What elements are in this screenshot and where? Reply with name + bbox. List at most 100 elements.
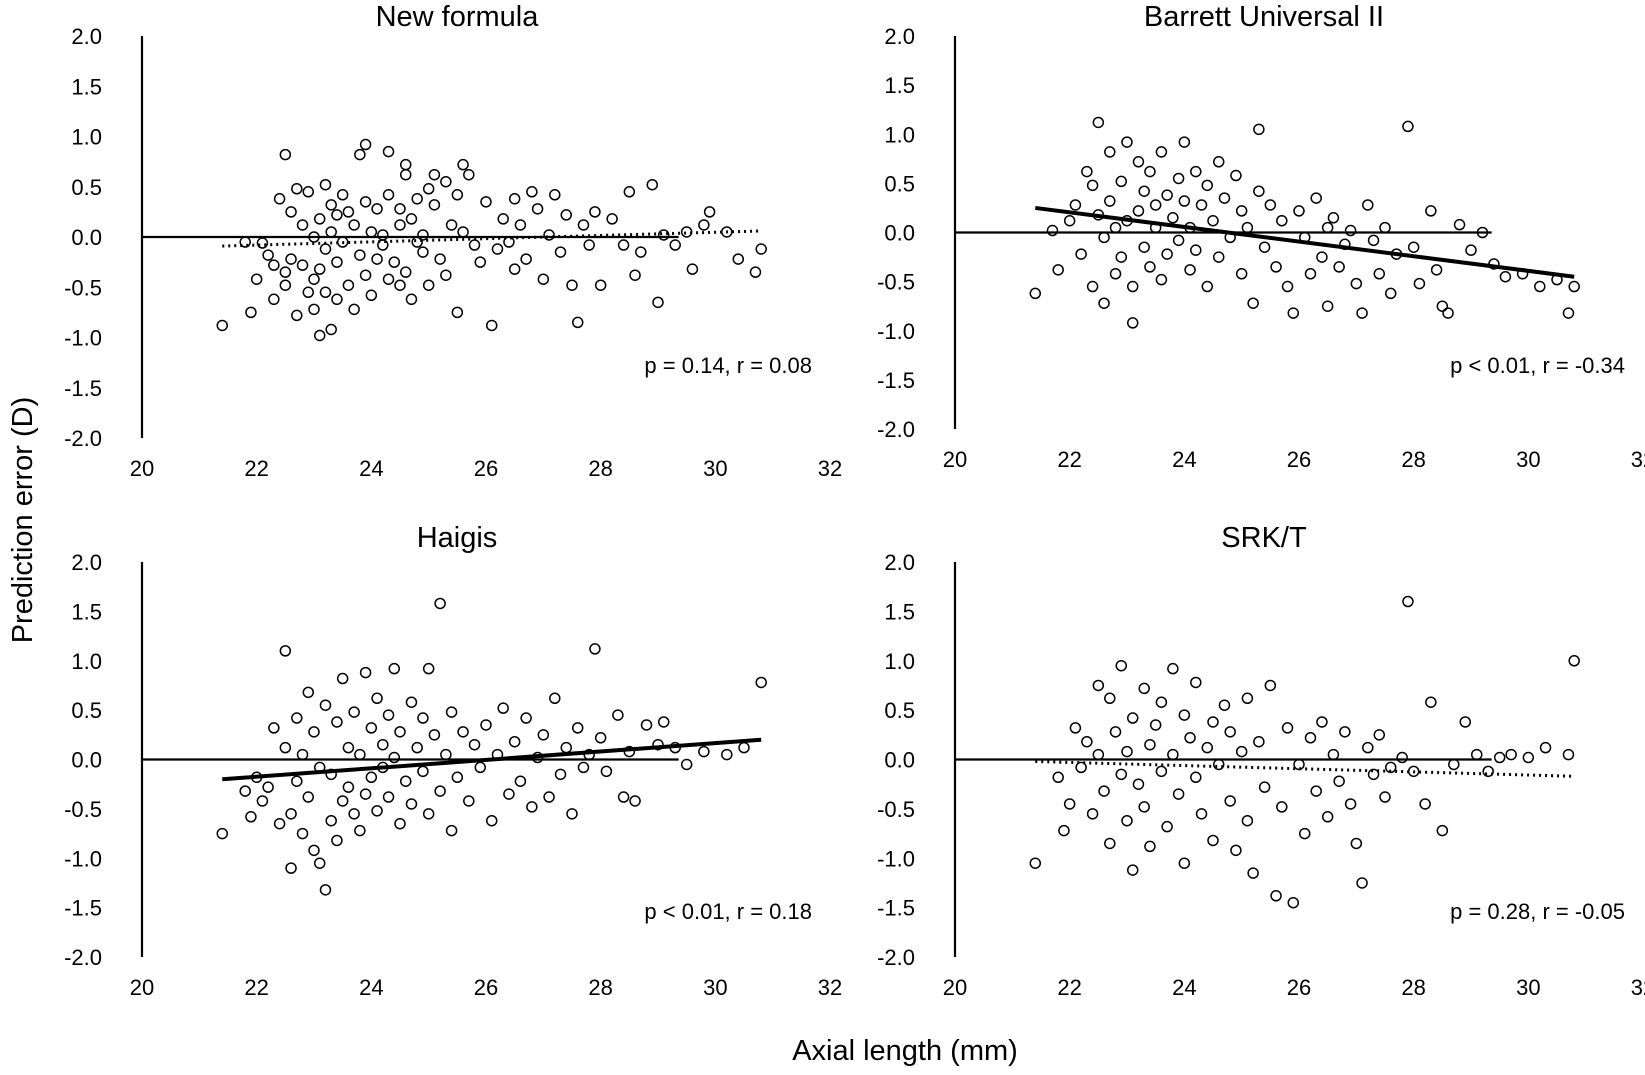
data-point <box>291 712 303 724</box>
data-point <box>1281 280 1294 293</box>
data-point <box>646 178 659 191</box>
data-point <box>342 206 355 218</box>
data-point <box>1155 765 1168 778</box>
data-point <box>583 239 595 251</box>
data-point <box>1310 192 1322 204</box>
data-point <box>342 741 355 754</box>
data-point <box>371 203 383 215</box>
data-point <box>1379 791 1391 803</box>
data-point <box>749 266 762 278</box>
panel-title: Barrett Universal II <box>1144 1 1384 33</box>
data-point <box>445 219 458 231</box>
data-point <box>1178 136 1191 148</box>
data-point <box>531 203 544 215</box>
y-tick-label: -2.0 <box>64 945 102 970</box>
stat-label: p = 0.14, r = 0.08 <box>644 353 812 378</box>
data-point <box>268 259 280 271</box>
data-point <box>1253 123 1265 136</box>
data-point <box>1161 189 1173 201</box>
data-point <box>422 662 435 675</box>
data-point <box>405 798 418 810</box>
y-tick-label: -0.5 <box>64 797 102 822</box>
y-tick-label: 1.5 <box>884 599 915 624</box>
data-point <box>1419 798 1431 810</box>
data-point <box>617 791 630 803</box>
data-point <box>405 213 418 225</box>
data-point <box>1132 205 1145 217</box>
data-point <box>291 183 303 195</box>
data-point <box>354 748 366 761</box>
data-point <box>1413 277 1426 290</box>
data-point <box>394 279 406 291</box>
data-point <box>308 726 320 738</box>
data-point <box>331 834 343 847</box>
data-point <box>1092 116 1105 129</box>
data-point <box>348 808 360 820</box>
data-point <box>279 741 292 754</box>
data-point <box>1448 758 1460 771</box>
data-point <box>571 722 584 734</box>
data-point <box>485 319 498 332</box>
data-point <box>1316 716 1328 728</box>
data-point <box>508 735 521 748</box>
data-point <box>1321 811 1334 823</box>
data-point <box>325 199 337 211</box>
x-tick-label: 24 <box>1172 447 1196 472</box>
data-point <box>440 269 452 281</box>
data-point <box>428 729 441 741</box>
x-tick-label: 24 <box>1172 975 1196 1000</box>
data-point <box>1195 199 1208 211</box>
data-point <box>1126 864 1139 876</box>
data-point <box>457 726 469 738</box>
data-point <box>336 189 349 201</box>
data-point <box>319 286 332 299</box>
data-point <box>1109 268 1122 280</box>
data-point <box>669 239 681 251</box>
data-point <box>1407 241 1420 253</box>
data-point <box>382 709 395 721</box>
data-point <box>503 236 515 248</box>
data-point <box>520 712 532 724</box>
data-point <box>1121 745 1133 758</box>
data-point <box>1425 696 1437 708</box>
data-point <box>285 862 297 874</box>
data-point <box>1396 751 1408 764</box>
data-point <box>1253 735 1265 748</box>
data-point <box>1046 224 1059 237</box>
y-tick-label: -1.5 <box>877 368 915 393</box>
data-point <box>1069 199 1082 211</box>
data-point <box>1063 214 1076 227</box>
data-point <box>279 148 292 161</box>
data-point <box>1201 179 1214 192</box>
data-point <box>388 256 401 268</box>
x-tick-label: 28 <box>588 456 612 481</box>
data-point <box>1081 735 1093 748</box>
data-point <box>359 269 372 281</box>
data-point <box>1276 214 1288 227</box>
data-point <box>1247 867 1259 879</box>
data-point <box>1235 205 1248 217</box>
data-point <box>514 219 527 231</box>
data-point <box>359 788 372 800</box>
y-tick-label: 1.0 <box>884 122 915 147</box>
x-tick-label: 30 <box>1516 447 1540 472</box>
data-point <box>296 219 309 231</box>
data-point <box>1172 172 1185 185</box>
y-tick-label: 2.0 <box>71 24 102 49</box>
x-tick-label: 24 <box>359 975 383 1000</box>
data-point <box>313 857 326 869</box>
data-point <box>1373 729 1386 741</box>
data-point <box>1568 655 1580 667</box>
data-point <box>440 175 452 188</box>
data-point <box>285 808 297 820</box>
data-point <box>1344 224 1357 237</box>
data-point <box>1109 221 1122 234</box>
data-point <box>382 273 395 285</box>
data-point <box>480 196 492 208</box>
data-point <box>354 249 366 261</box>
data-point <box>434 597 446 610</box>
data-point <box>417 712 429 724</box>
data-point <box>1212 251 1225 263</box>
